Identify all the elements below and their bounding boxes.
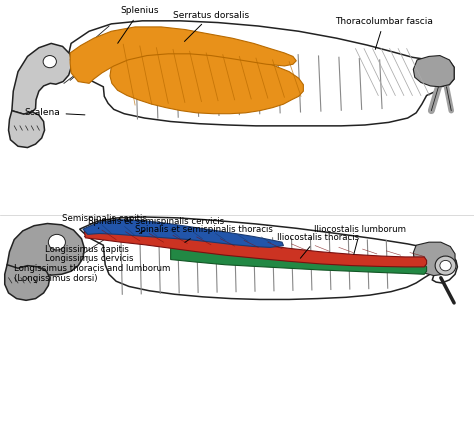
Polygon shape bbox=[7, 224, 84, 281]
Text: Thoracolumbar fascia: Thoracolumbar fascia bbox=[335, 17, 433, 49]
Circle shape bbox=[43, 56, 56, 68]
Text: Splenius: Splenius bbox=[118, 6, 159, 43]
Polygon shape bbox=[110, 37, 303, 114]
Polygon shape bbox=[171, 241, 427, 274]
Polygon shape bbox=[12, 43, 72, 114]
Text: Longissimus cervicis: Longissimus cervicis bbox=[45, 254, 134, 263]
Polygon shape bbox=[67, 21, 454, 126]
Text: Spinalis et semispinalis cervicis: Spinalis et semispinalis cervicis bbox=[88, 217, 225, 233]
Text: Iliocostalis lumborum: Iliocostalis lumborum bbox=[314, 225, 406, 254]
Text: Scalena: Scalena bbox=[25, 108, 85, 117]
Polygon shape bbox=[5, 265, 50, 300]
Polygon shape bbox=[413, 242, 455, 276]
Circle shape bbox=[48, 234, 65, 250]
Circle shape bbox=[440, 260, 451, 271]
Text: Iliocostalis thoracis: Iliocostalis thoracis bbox=[276, 233, 359, 258]
Polygon shape bbox=[84, 223, 427, 267]
Text: Longissimus thoracis and lumborum
(Longissimus dorsi): Longissimus thoracis and lumborum (Longi… bbox=[14, 264, 171, 283]
Text: Longissimus capitis: Longissimus capitis bbox=[45, 245, 129, 257]
Polygon shape bbox=[70, 27, 296, 83]
Text: Semispinalis capitis: Semispinalis capitis bbox=[62, 214, 146, 228]
Polygon shape bbox=[83, 220, 283, 247]
Text: Serratus dorsalis: Serratus dorsalis bbox=[173, 10, 249, 41]
Text: Spinalis et semispinalis thoracis: Spinalis et semispinalis thoracis bbox=[135, 225, 273, 242]
Circle shape bbox=[435, 256, 456, 275]
Polygon shape bbox=[413, 56, 454, 87]
Polygon shape bbox=[9, 111, 45, 148]
Polygon shape bbox=[80, 217, 457, 299]
Polygon shape bbox=[100, 35, 133, 61]
